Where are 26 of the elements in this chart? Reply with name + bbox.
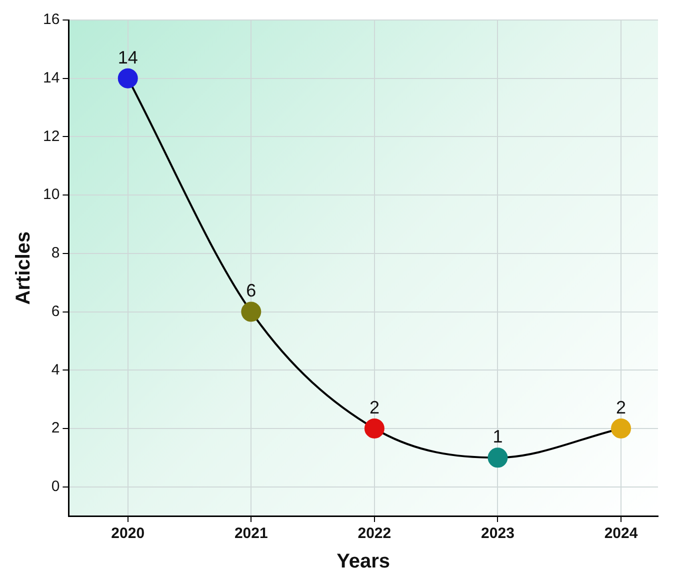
x-axis-title: Years — [336, 550, 390, 573]
y-tick-label: 14 — [42, 69, 60, 86]
data-label: 14 — [118, 47, 138, 68]
x-tick-label: 2024 — [604, 525, 638, 542]
y-tick-label: 10 — [42, 186, 60, 204]
x-tick-label: 2022 — [358, 525, 392, 542]
y-tick-label: 0 — [51, 478, 60, 495]
x-tick-label: 2021 — [234, 525, 268, 542]
point — [488, 448, 508, 468]
y-tick-label: 16 — [42, 11, 60, 28]
point — [611, 418, 632, 438]
point — [364, 418, 384, 438]
y-tick-label: 8 — [51, 244, 60, 262]
point — [241, 302, 262, 322]
y-tick-label: 2 — [51, 420, 60, 437]
y-tick-label: 6 — [51, 302, 60, 320]
data-label: 2 — [616, 397, 626, 418]
x-tick-label: 2020 — [111, 525, 145, 542]
data-label: 1 — [492, 426, 503, 447]
point — [118, 68, 138, 88]
y-tick-label: 12 — [42, 128, 60, 145]
y-tick-label: 4 — [51, 361, 60, 378]
x-tick-label: 2023 — [481, 525, 514, 542]
data-label: 6 — [246, 280, 256, 301]
y-axis-title: Articles — [12, 231, 35, 305]
data-label: 2 — [369, 397, 380, 418]
